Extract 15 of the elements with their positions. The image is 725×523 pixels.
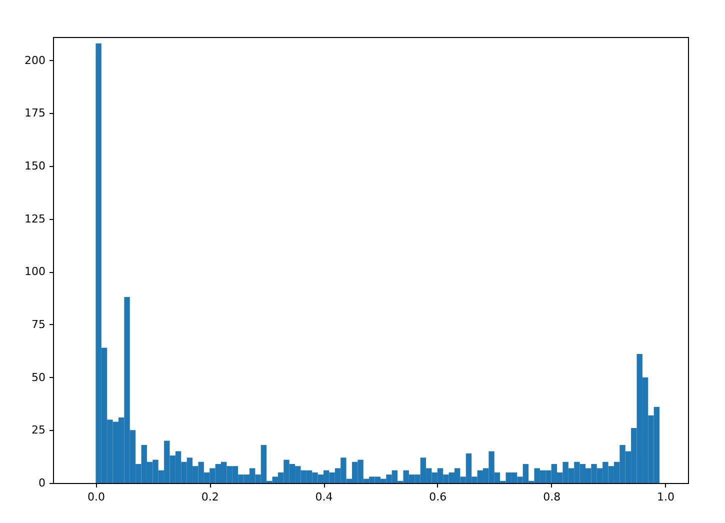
y-tick-label: 175 xyxy=(24,106,46,120)
x-tick-label: 0.4 xyxy=(315,490,333,504)
y-tick-label: 75 xyxy=(32,318,46,331)
x-tick-label: 0.8 xyxy=(543,490,561,504)
y-tick-label: 200 xyxy=(24,54,46,67)
x-tick-label: 0.0 xyxy=(87,490,105,504)
y-tick-label: 25 xyxy=(32,424,46,437)
y-tick-label: 50 xyxy=(32,370,46,384)
x-tick-label: 0.2 xyxy=(201,490,219,504)
x-tick-label: 1.0 xyxy=(656,490,674,504)
y-tick-label: 100 xyxy=(24,265,46,278)
y-tick-label: 0 xyxy=(38,476,46,490)
y-tick-label: 150 xyxy=(24,159,46,172)
x-tick-label: 0.6 xyxy=(429,490,447,504)
y-tick-label: 125 xyxy=(24,212,46,226)
